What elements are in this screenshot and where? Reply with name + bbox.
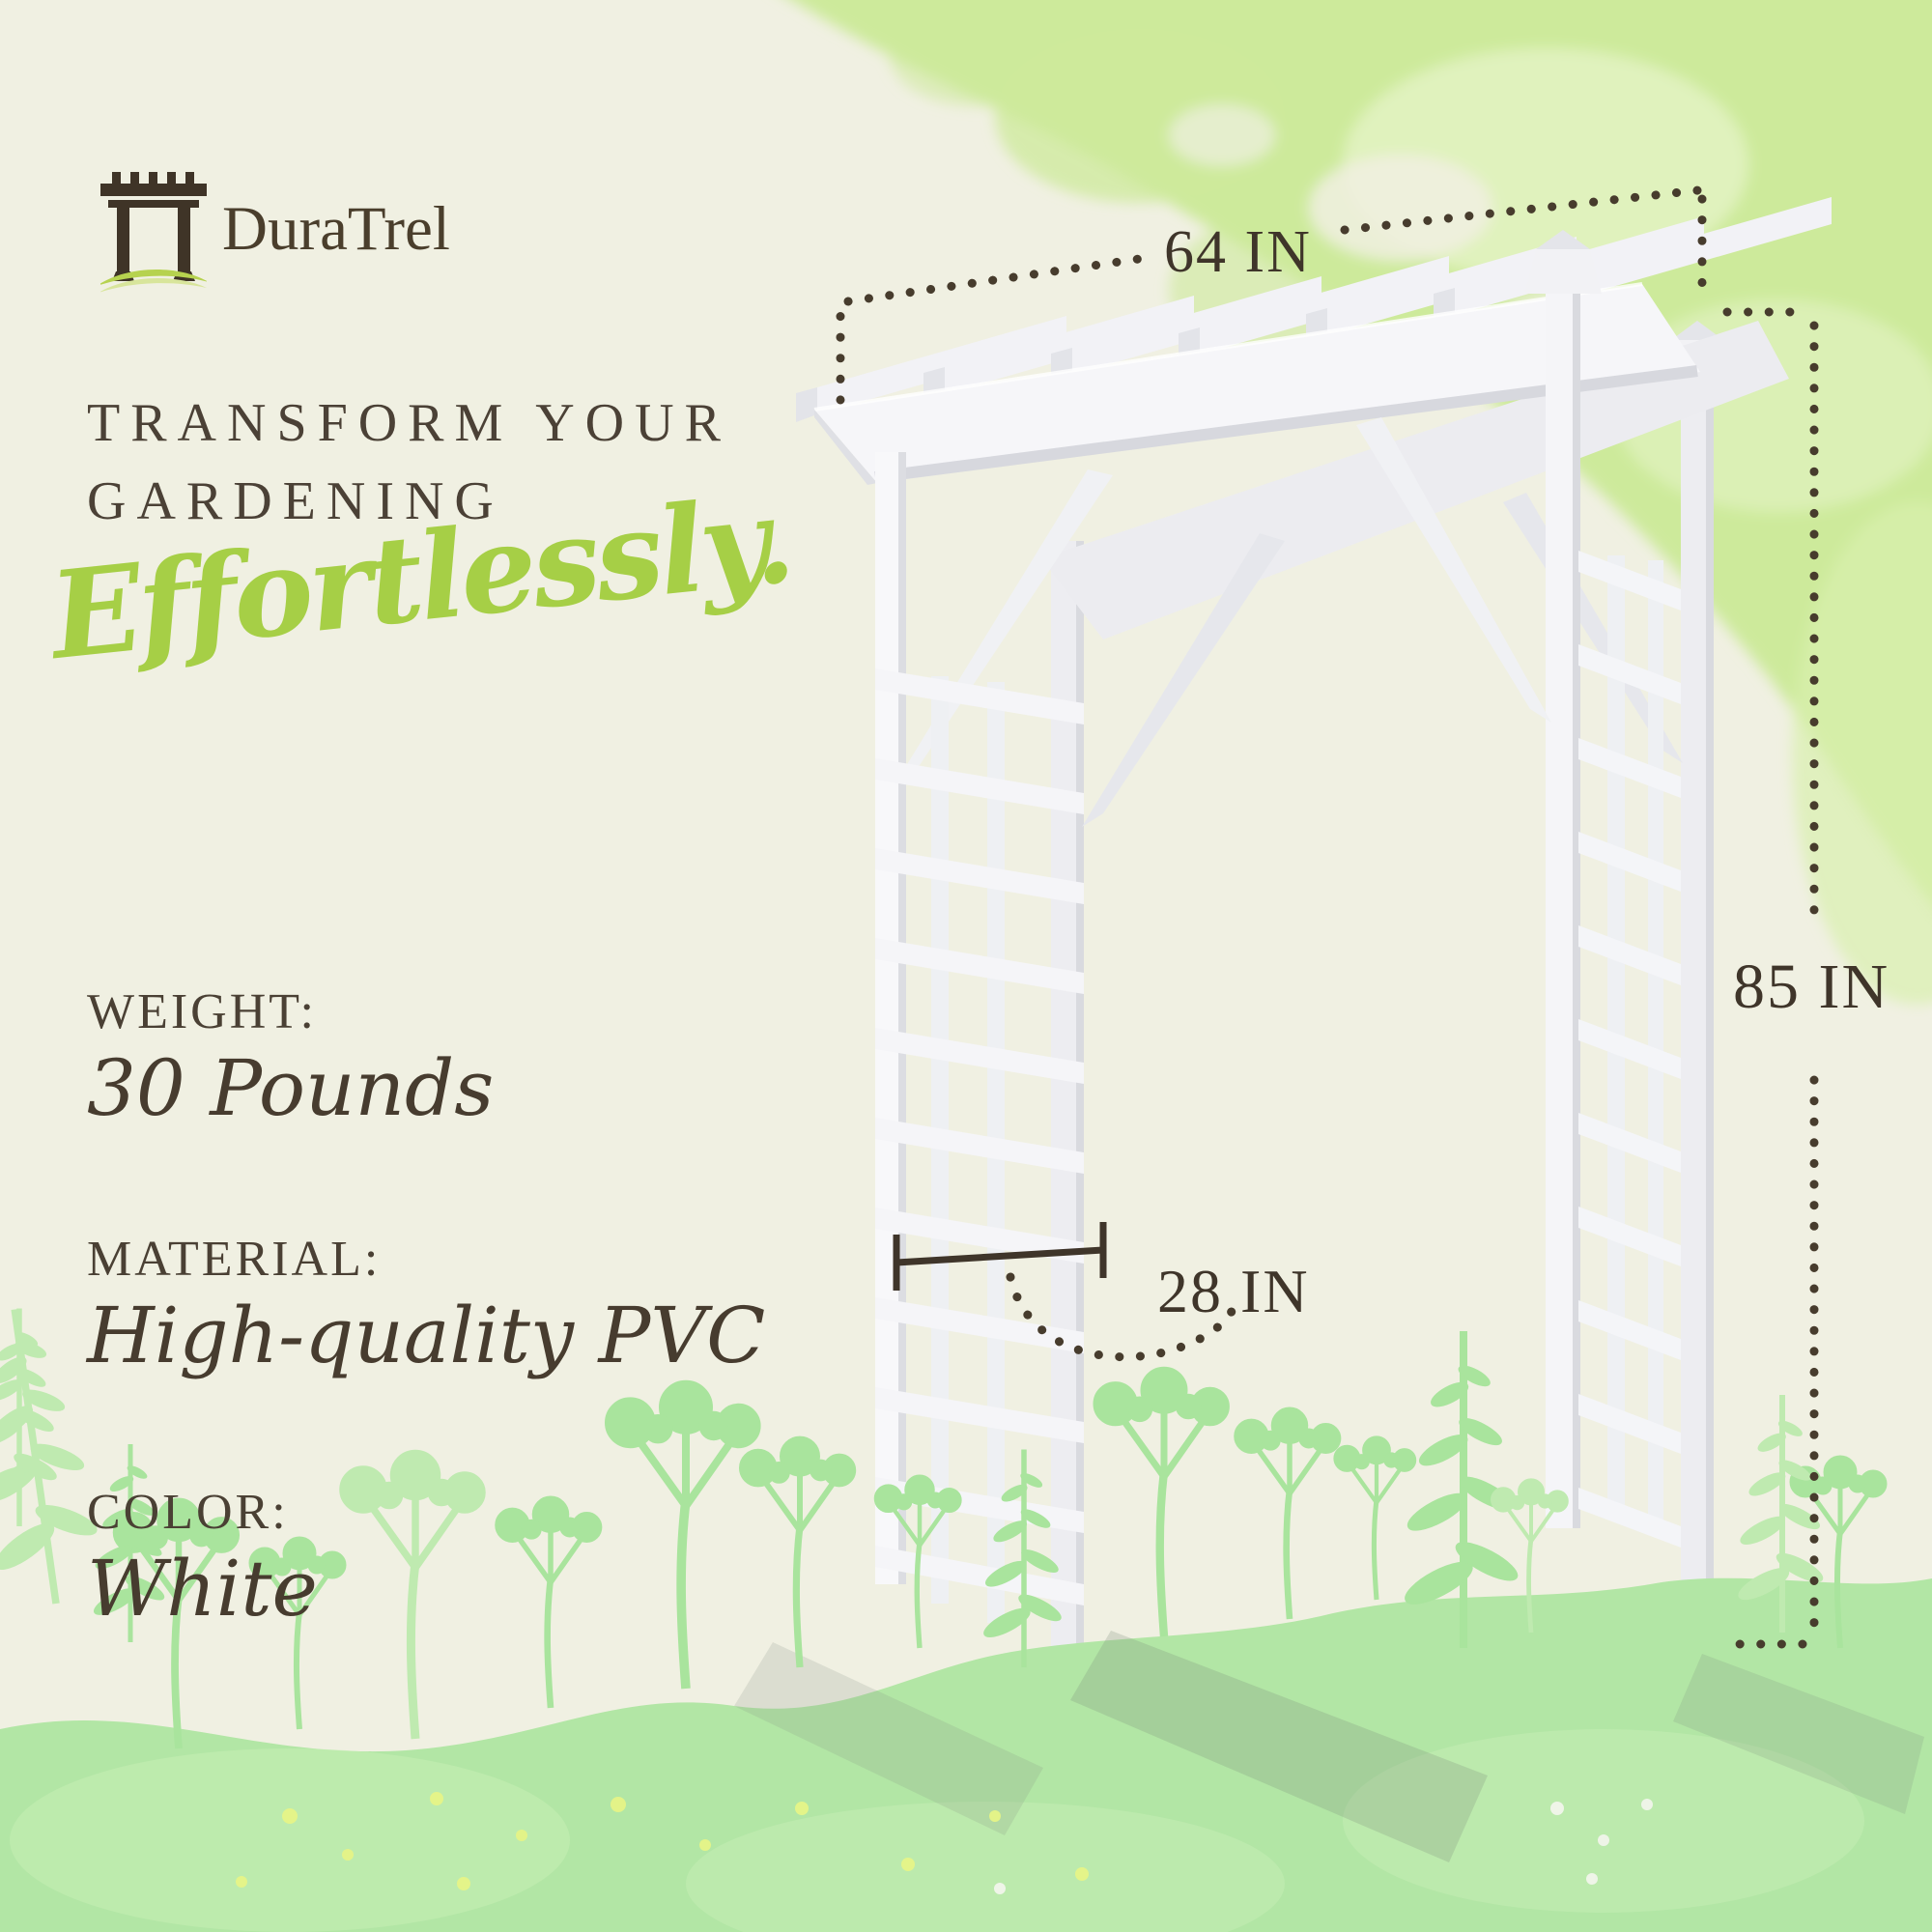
spec-weight-value: 30 Pounds <box>87 1043 495 1133</box>
arbor-logo-icon <box>100 172 207 293</box>
spec-material-label: MATERIAL: <box>87 1232 382 1287</box>
depth-dim-dotted-curve <box>1006 1272 1237 1362</box>
height-dimension-label: 85 IN <box>1733 952 1890 1022</box>
spec-material-value: High-quality PVC <box>87 1291 766 1380</box>
spec-weight-label: WEIGHT: <box>87 984 317 1039</box>
spec-material: MATERIAL: High-quality PVC <box>87 1231 765 1377</box>
headline-line2: GARDENING <box>87 471 504 531</box>
headline: TRANSFORM YOUR GARDENING <box>87 384 731 541</box>
depth-measure-line <box>893 1222 1107 1291</box>
arbor-shadow <box>734 1631 1924 1862</box>
depth-dimension-label: 28 IN <box>1157 1257 1310 1325</box>
arbor-right-trellis <box>1578 551 1681 1548</box>
arbor-rafters <box>817 197 1832 414</box>
flower-speckles <box>236 1792 1089 1890</box>
brand-name: DuraTrel <box>222 194 450 264</box>
spec-color-value: White <box>87 1544 318 1634</box>
spec-color: COLOR: White <box>87 1484 318 1630</box>
arbor-front-beam <box>814 284 1700 483</box>
arbor-right-brace <box>1356 417 1551 723</box>
spec-weight: WEIGHT: 30 Pounds <box>87 983 494 1129</box>
width-dimension-label: 64 IN <box>1164 219 1312 285</box>
headline-line1: TRANSFORM YOUR <box>87 393 731 453</box>
brand-logo: DuraTrel <box>100 170 450 294</box>
spec-color-label: COLOR: <box>87 1485 289 1540</box>
